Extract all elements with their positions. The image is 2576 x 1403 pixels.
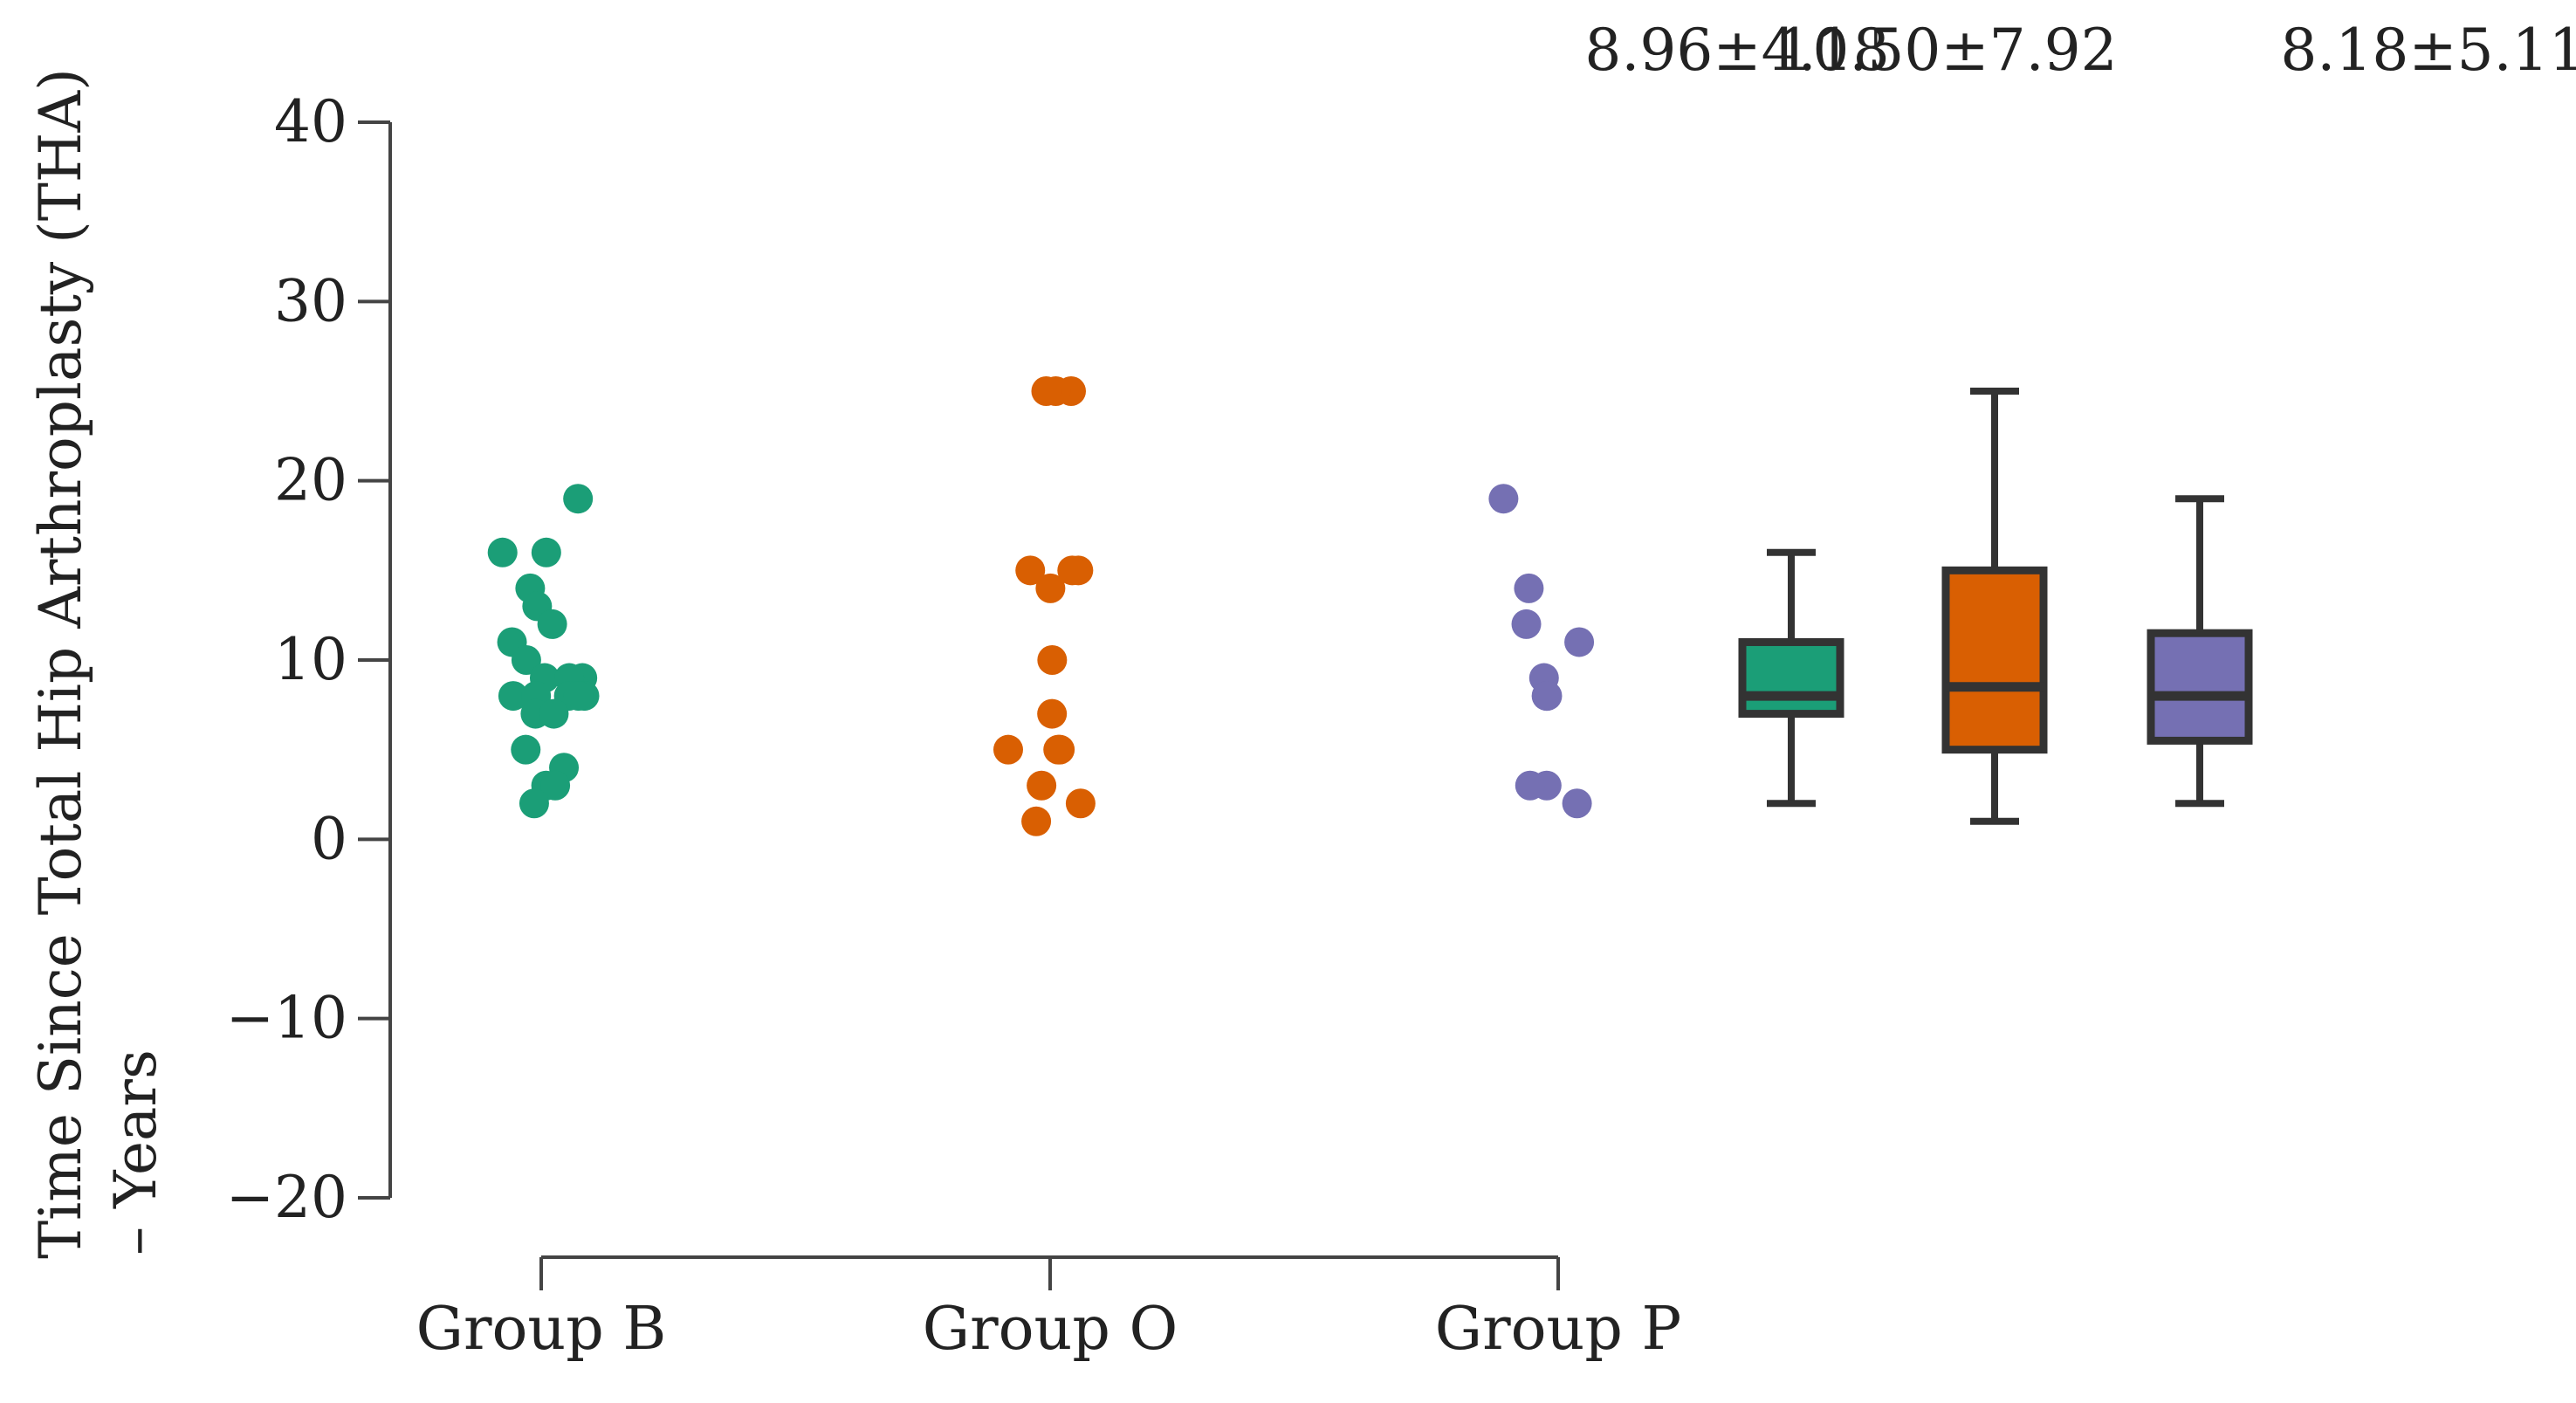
y-axis-label-line1: Time Since Total Hip Arthroplasty (THA) xyxy=(27,68,94,1259)
y-tick-label: 0 xyxy=(311,805,347,872)
stat-label: 10.50±7.92 xyxy=(1776,17,2117,84)
scatter-point xyxy=(1514,573,1544,603)
scatter-point xyxy=(1057,555,1088,586)
scatter-point xyxy=(993,734,1023,765)
scatter-point xyxy=(1035,573,1066,603)
box-iqr xyxy=(1941,566,2048,754)
scatter-point xyxy=(1511,609,1542,639)
scatter-point xyxy=(1027,770,1057,801)
scatter-point xyxy=(563,681,594,712)
x-ticks: Group B Group O Group P xyxy=(416,1257,1681,1364)
scatter-point xyxy=(487,537,518,567)
scatter-point xyxy=(1037,645,1068,675)
box-iqr xyxy=(2147,629,2253,745)
scatter-point xyxy=(1562,788,1592,819)
x-tick-label: Group B xyxy=(416,1295,667,1364)
scatter-point xyxy=(511,645,541,675)
y-tick-label: 30 xyxy=(274,267,347,334)
y-tick-label: 10 xyxy=(274,626,347,693)
scatter-point xyxy=(498,681,528,712)
scatter-point xyxy=(563,484,594,514)
y-ticks: 40 30 20 10 0 −10 −20 xyxy=(226,88,390,1231)
x-tick-label: Group O xyxy=(923,1295,1178,1364)
scatter-point xyxy=(1532,681,1563,712)
scatter-point xyxy=(539,698,569,729)
scatter-point xyxy=(1031,376,1061,406)
x-tick-label: Group P xyxy=(1435,1295,1681,1364)
box-iqr xyxy=(1738,637,1844,719)
scatter-point xyxy=(1021,806,1052,836)
scatter-points xyxy=(487,376,1595,836)
scatter-point xyxy=(537,609,567,639)
stat-label: 8.18±5.11 xyxy=(2280,17,2576,84)
scatter-point xyxy=(540,770,571,801)
scatter-point xyxy=(1515,770,1545,801)
scatter-point xyxy=(531,537,561,567)
y-tick-label: −20 xyxy=(226,1164,347,1231)
boxplots xyxy=(1738,388,2253,825)
y-axis-label-group: Time Since Total Hip Arthroplasty (THA) … xyxy=(27,68,169,1259)
scatter-point xyxy=(1065,788,1096,819)
scatter-point xyxy=(511,734,541,765)
scatter-point xyxy=(1045,734,1075,765)
y-tick-label: 20 xyxy=(274,447,347,514)
y-tick-label: −10 xyxy=(226,985,347,1052)
scatter-point xyxy=(1015,555,1046,586)
y-axis-label-line2: – Years xyxy=(102,1049,169,1255)
scatter-point xyxy=(519,788,549,819)
scatter-point xyxy=(1564,627,1595,657)
stat-label: 8.96±4.18 xyxy=(1584,17,1889,84)
y-tick-label: 40 xyxy=(274,88,347,155)
scatter-point xyxy=(1488,484,1519,514)
scatter-point xyxy=(1037,698,1068,729)
